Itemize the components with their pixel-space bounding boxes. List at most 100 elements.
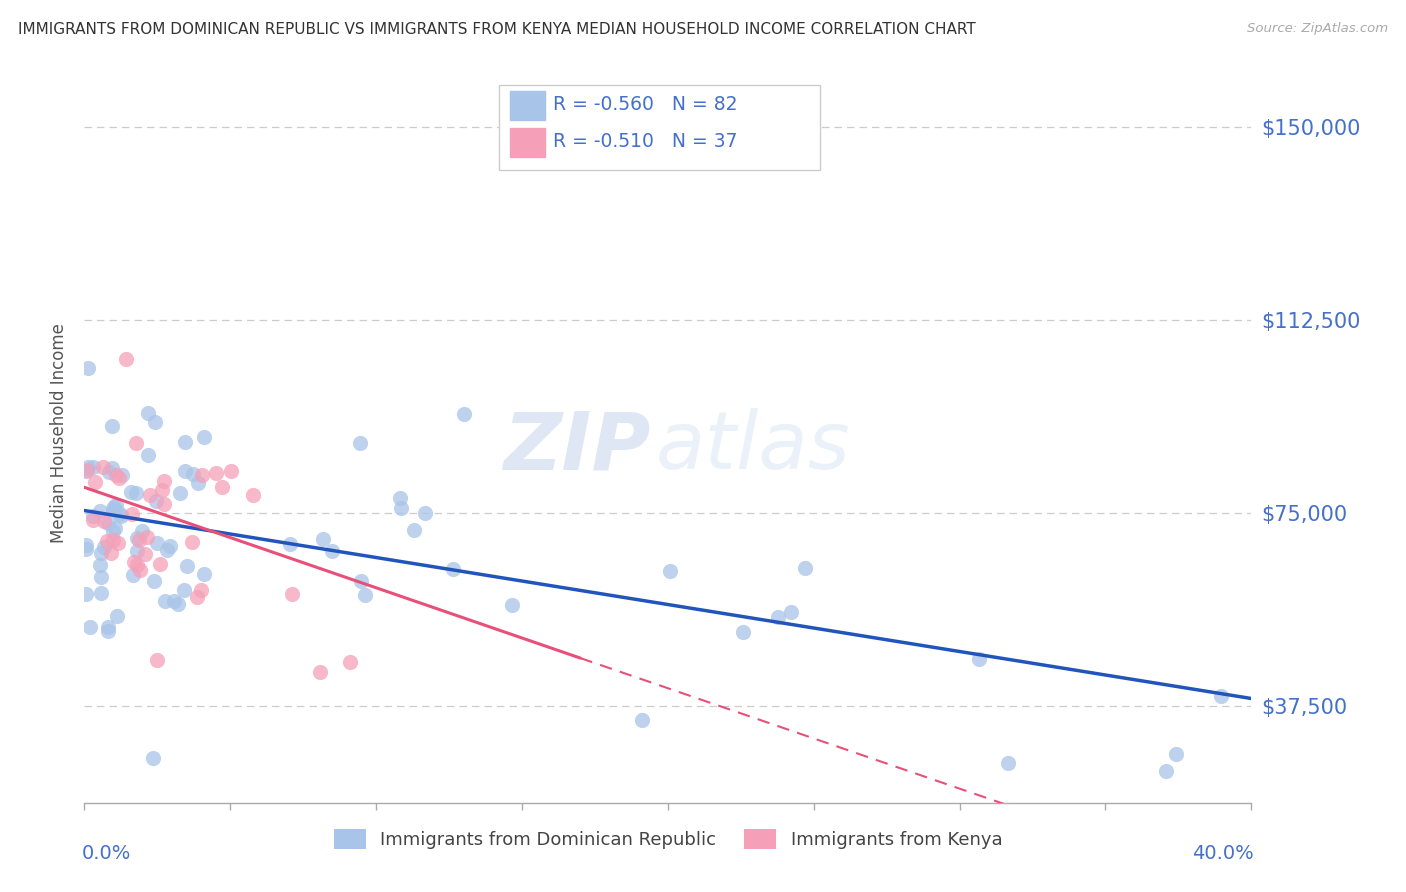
Point — [163, 594, 186, 608]
Text: R = -0.510   N = 37: R = -0.510 N = 37 — [554, 132, 738, 151]
Point — [309, 665, 332, 679]
Point — [173, 582, 195, 597]
Point — [312, 532, 335, 546]
Point — [125, 532, 148, 546]
Point — [93, 459, 115, 474]
Point — [153, 594, 176, 608]
Point — [79, 620, 101, 634]
Point — [349, 436, 371, 450]
Point — [1154, 764, 1177, 778]
Point — [101, 533, 124, 548]
Text: 0.0%: 0.0% — [82, 844, 131, 863]
Point — [125, 544, 148, 558]
Point — [108, 471, 131, 485]
Bar — [510, 91, 546, 120]
Point — [107, 536, 129, 550]
Point — [76, 463, 98, 477]
Point — [146, 535, 169, 549]
Point — [167, 598, 190, 612]
Point — [143, 574, 166, 588]
Point — [75, 541, 97, 556]
Point — [128, 533, 150, 548]
Point — [75, 464, 97, 478]
Point — [110, 508, 132, 523]
Text: 40.0%: 40.0% — [1192, 844, 1254, 863]
Text: R = -0.560   N = 82: R = -0.560 N = 82 — [554, 95, 738, 114]
Point — [89, 504, 111, 518]
Point — [142, 750, 165, 764]
Point — [93, 514, 115, 528]
Legend: Immigrants from Dominican Republic, Immigrants from Kenya: Immigrants from Dominican Republic, Immi… — [326, 822, 1010, 856]
Point — [115, 351, 138, 366]
Point — [83, 475, 105, 489]
Point — [121, 485, 143, 500]
Point — [90, 546, 112, 560]
Point — [111, 468, 134, 483]
Point — [211, 480, 233, 494]
Point — [134, 547, 156, 561]
Point — [997, 756, 1019, 770]
Point — [174, 464, 197, 478]
Point — [205, 466, 228, 480]
Point — [145, 494, 167, 508]
Point — [75, 537, 97, 551]
Point — [127, 558, 149, 572]
Text: Source: ZipAtlas.com: Source: ZipAtlas.com — [1247, 22, 1388, 36]
Point — [152, 497, 174, 511]
Point — [97, 619, 120, 633]
Point — [190, 582, 212, 597]
Point — [125, 485, 148, 500]
Point — [97, 516, 120, 531]
Point — [100, 546, 122, 560]
Point — [77, 459, 100, 474]
Point — [967, 652, 990, 666]
Point — [389, 491, 412, 505]
Point — [176, 559, 198, 574]
Point — [441, 561, 464, 575]
Point — [152, 474, 174, 488]
Point — [122, 555, 145, 569]
Point — [96, 533, 118, 548]
Point — [413, 507, 436, 521]
Point — [1211, 690, 1233, 704]
Point — [281, 586, 304, 600]
Point — [354, 589, 377, 603]
Point — [93, 540, 115, 554]
Point — [89, 558, 111, 573]
Point — [190, 467, 212, 482]
Point — [794, 560, 817, 574]
Bar — [510, 128, 546, 157]
Point — [103, 500, 125, 514]
Point — [100, 419, 122, 434]
Point — [339, 655, 361, 669]
Text: IMMIGRANTS FROM DOMINICAN REPUBLIC VS IMMIGRANTS FROM KENYA MEDIAN HOUSEHOLD INC: IMMIGRANTS FROM DOMINICAN REPUBLIC VS IM… — [18, 22, 976, 37]
Point — [129, 563, 152, 577]
Point — [101, 461, 124, 475]
Point — [145, 653, 167, 667]
Point — [187, 476, 209, 491]
Point — [193, 566, 215, 581]
Point — [75, 587, 97, 601]
Point — [169, 486, 191, 500]
Point — [350, 574, 373, 589]
Point — [174, 435, 197, 450]
Point — [136, 448, 159, 462]
Point — [90, 570, 112, 584]
Text: atlas: atlas — [657, 409, 851, 486]
Point — [105, 608, 128, 623]
Y-axis label: Median Household Income: Median Household Income — [49, 323, 67, 542]
Point — [453, 408, 475, 422]
Point — [97, 624, 120, 638]
Point — [76, 360, 98, 375]
Point — [104, 521, 127, 535]
Point — [125, 436, 148, 450]
Point — [104, 503, 127, 517]
Point — [193, 430, 215, 444]
Point — [1164, 747, 1187, 761]
Point — [221, 465, 243, 479]
Point — [321, 544, 343, 558]
Point — [183, 467, 205, 481]
Point — [82, 460, 104, 475]
Point — [101, 502, 124, 516]
Point — [156, 542, 179, 557]
